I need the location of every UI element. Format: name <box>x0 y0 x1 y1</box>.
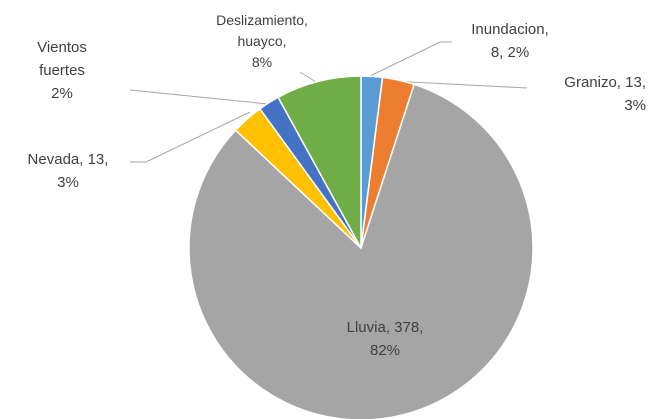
data-label: Nevada, 13, 3% <box>27 151 109 191</box>
leader-line <box>367 41 452 78</box>
data-label: Deslizamiento, huayco, 8% <box>216 12 308 70</box>
data-label: Inundacion, 8, 2% <box>471 21 549 61</box>
leader-line <box>391 80 528 89</box>
leader-line <box>299 71 317 83</box>
pie-slice <box>277 75 362 249</box>
leader-line <box>129 89 269 105</box>
data-label: Lluvia, 378, 82% <box>346 319 424 359</box>
data-label: Vientos fuertes 2% <box>37 39 87 102</box>
data-label: Granizo, 13, 3% <box>564 74 646 114</box>
leader-line <box>130 111 251 163</box>
